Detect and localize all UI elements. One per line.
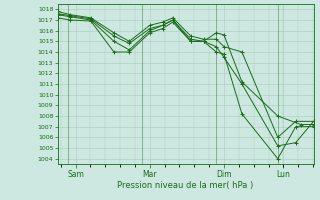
X-axis label: Pression niveau de la mer( hPa ): Pression niveau de la mer( hPa ) (117, 181, 254, 190)
